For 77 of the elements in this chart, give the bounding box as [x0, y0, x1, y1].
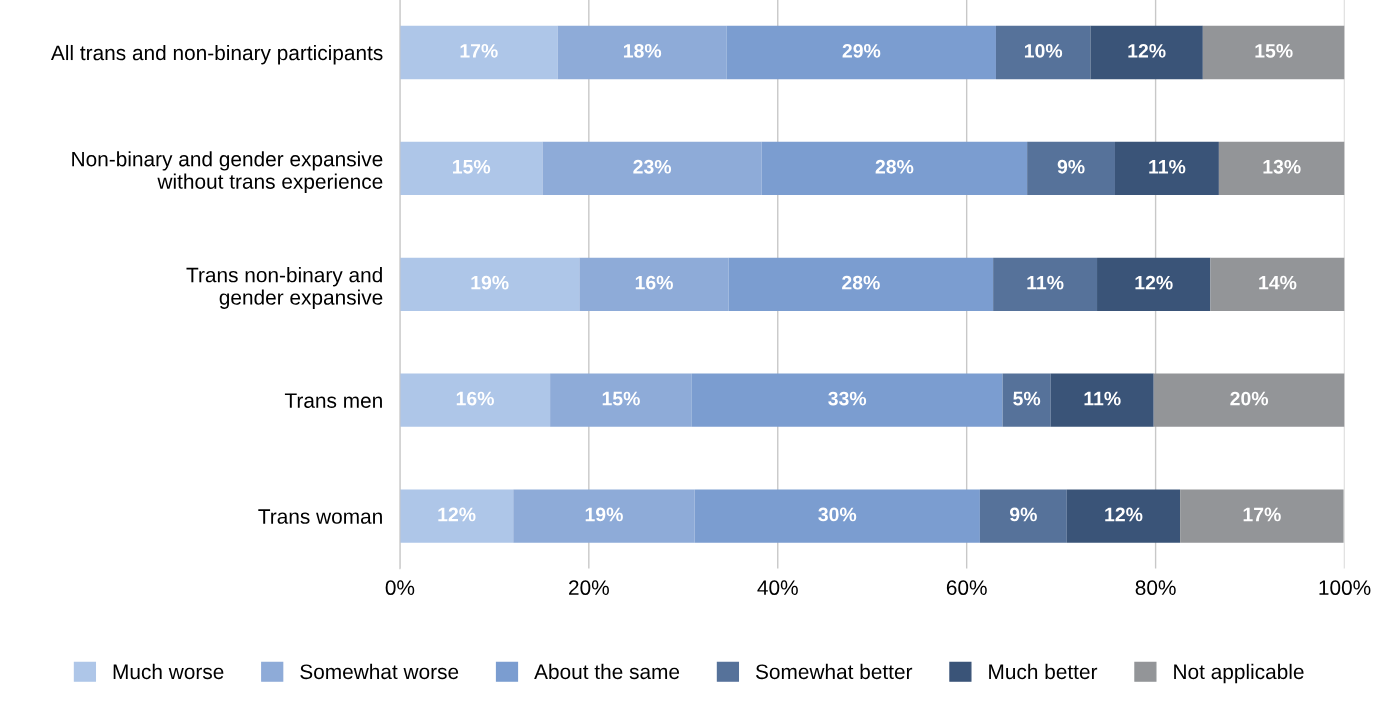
bar [1002, 373, 1051, 427]
bar [979, 489, 1067, 543]
data-label: 12% [438, 507, 476, 522]
bar [694, 489, 980, 543]
data-label: 12% [1135, 275, 1173, 290]
legend-label: Much better [989, 663, 1098, 680]
data-label: 17% [460, 44, 498, 58]
data-label: 20% [1230, 391, 1269, 406]
data-label: 11% [1084, 391, 1121, 406]
data-label: 12% [1128, 43, 1166, 58]
legend-label: Somewhat worse [300, 663, 459, 680]
legend-label: About the same [534, 663, 680, 680]
bar [550, 373, 692, 427]
data-label: 23% [633, 159, 672, 174]
data-label: 19% [585, 507, 623, 522]
bar [1066, 489, 1181, 543]
bar [399, 373, 551, 427]
bar [761, 141, 1028, 196]
data-label: 12% [1105, 507, 1143, 522]
bar [726, 25, 996, 80]
bar [542, 141, 762, 196]
y-tick-label: Non-binary and gender expansive without trans experience [72, 151, 383, 194]
bar [1153, 373, 1345, 427]
data-label: 14% [1259, 275, 1297, 290]
bar [579, 257, 729, 311]
bar [399, 257, 580, 311]
x-tick-label: 60% [946, 580, 987, 596]
bar [1050, 373, 1154, 427]
data-label: 30% [818, 507, 857, 522]
bar [513, 489, 695, 543]
data-label: 5% [1013, 391, 1041, 406]
bar [1210, 257, 1345, 311]
legend-label: Somewhat better [755, 663, 913, 680]
data-label: 28% [842, 275, 880, 290]
data-label: 10% [1024, 43, 1063, 58]
data-label: 11% [1027, 275, 1064, 290]
data-label: 13% [1263, 159, 1301, 174]
x-tick-label: 100% [1319, 580, 1371, 596]
data-label: 15% [1255, 44, 1293, 58]
data-label: 9% [1057, 159, 1085, 174]
bar [399, 25, 558, 80]
legend-label: Much worse [113, 663, 224, 680]
y-tick-label: All trans and non-binary participants [50, 44, 383, 65]
bar [1090, 25, 1203, 80]
bar [1114, 141, 1219, 196]
bar [557, 25, 727, 80]
x-tick-label: 20% [569, 580, 609, 596]
data-label: 16% [456, 391, 494, 406]
bar [691, 373, 1003, 427]
x-tick-label: 80% [1135, 580, 1176, 596]
bar [728, 257, 994, 311]
data-label: 18% [623, 43, 662, 58]
bar [995, 25, 1091, 80]
data-label: 15% [452, 159, 491, 174]
bar [399, 141, 543, 196]
y-tick-label: Trans men [284, 393, 382, 408]
bar [399, 489, 514, 543]
bar [1202, 25, 1345, 80]
data-label: 33% [828, 391, 867, 406]
data-label: 29% [842, 43, 881, 58]
bar [993, 257, 1098, 311]
legend-label: Not applicable [1174, 663, 1304, 684]
x-tick-label: 0% [385, 580, 415, 596]
data-label: 16% [635, 275, 673, 290]
bar [1180, 489, 1344, 543]
data-label: 9% [1009, 507, 1037, 522]
data-label: 19% [471, 275, 509, 290]
y-tick-label: Trans woman [258, 509, 382, 524]
y-tick-label: Trans non-binary and gender expansive [186, 267, 383, 309]
data-label: 28% [875, 159, 914, 174]
data-label: 11% [1149, 159, 1186, 174]
bar [1027, 141, 1115, 196]
bar [1097, 257, 1211, 311]
data-label: 15% [602, 391, 640, 406]
bar [1218, 141, 1345, 196]
x-tick-label: 40% [757, 580, 798, 596]
data-label: 17% [1243, 507, 1281, 522]
